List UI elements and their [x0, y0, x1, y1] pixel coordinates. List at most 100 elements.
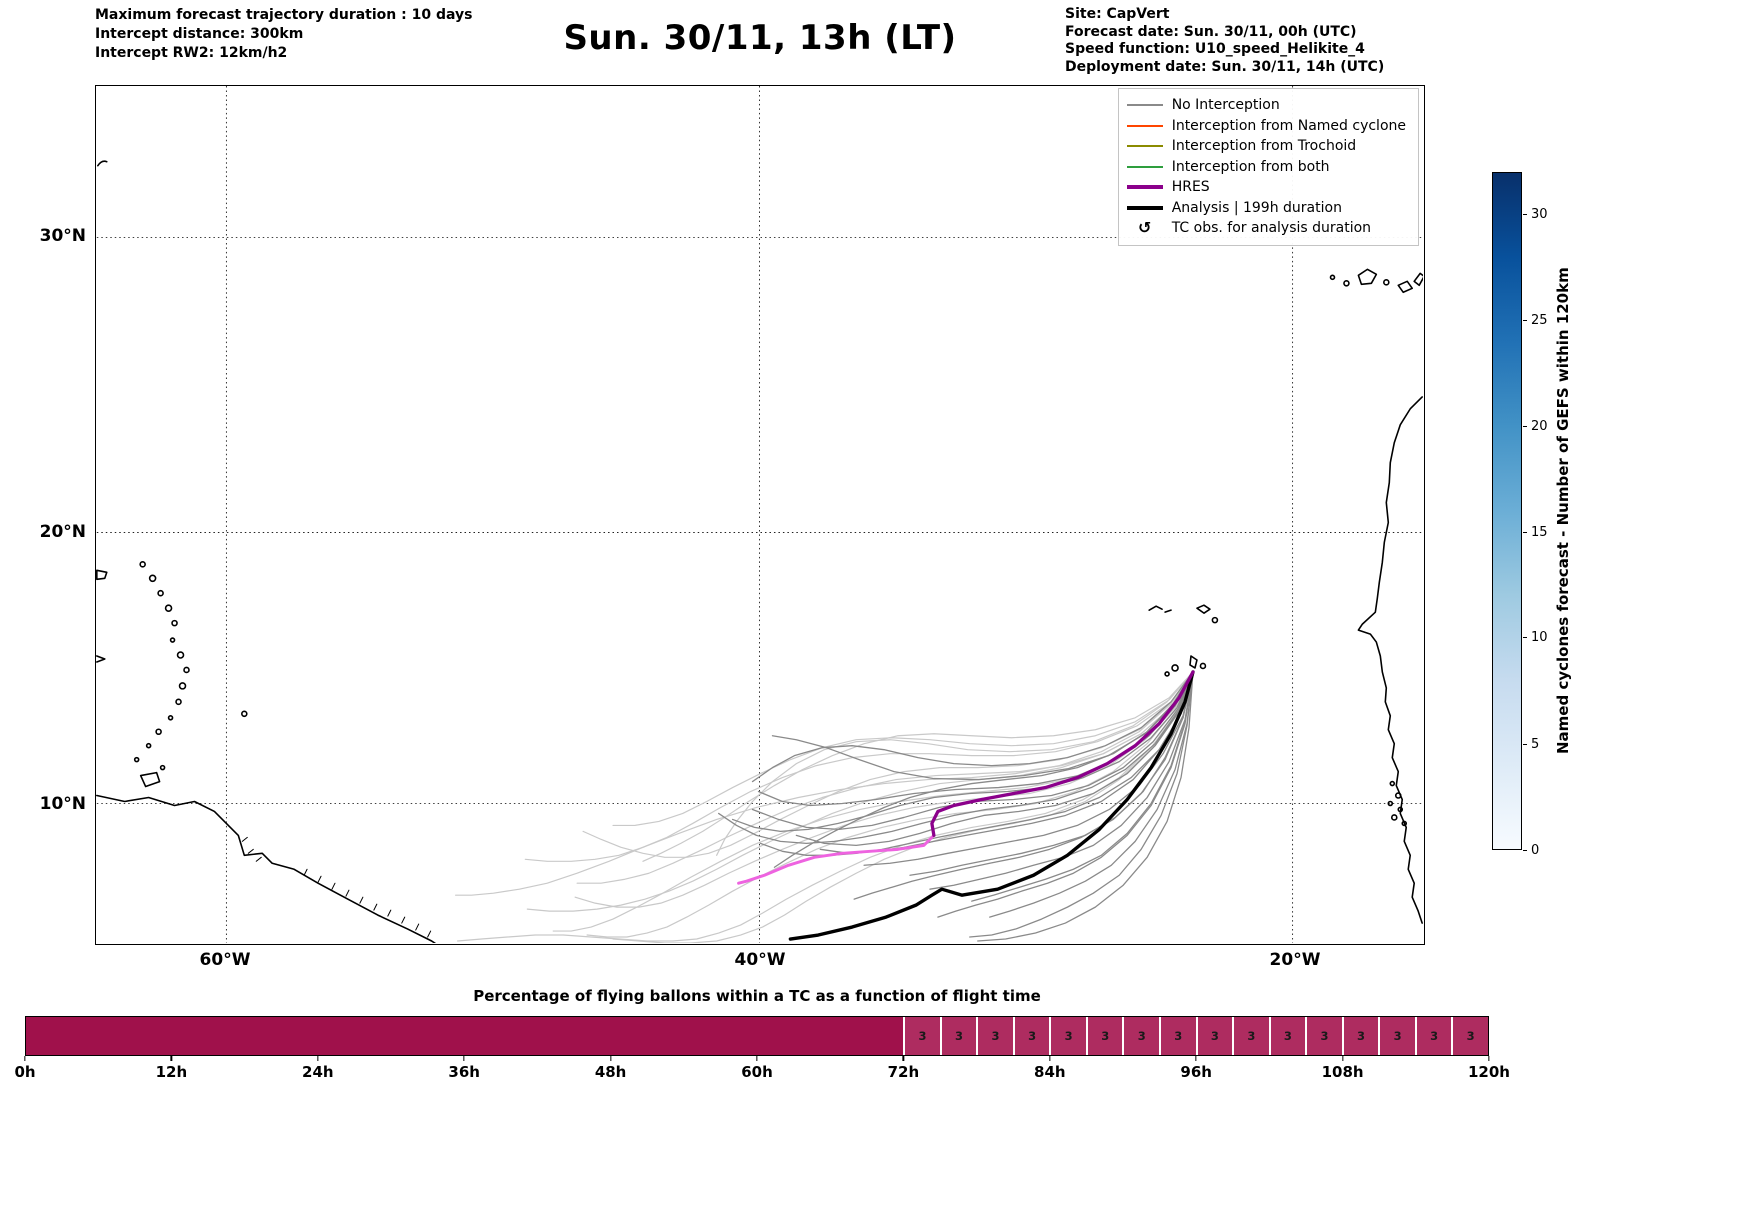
- colorbar-tick-label: 15: [1531, 524, 1548, 540]
- trajectory-no-interception-old: [716, 671, 1194, 856]
- hres-track: [930, 670, 1195, 838]
- axis-tick-label: 84h: [1034, 1063, 1066, 1081]
- colorbar-tick-label: 0: [1531, 842, 1540, 858]
- trajectory-no-interception: [773, 671, 1194, 868]
- bar-segment: 3: [1416, 1017, 1452, 1055]
- trajectory-no-interception-old: [612, 671, 1194, 827]
- bar-segment: 3: [941, 1017, 977, 1055]
- legend-item-list: No Interception Interception from Named c…: [1126, 95, 1406, 239]
- legend-item: Interception from both: [1126, 157, 1406, 178]
- axis-tick-label: 108h: [1321, 1063, 1364, 1081]
- axis-tick-label: 60h: [741, 1063, 773, 1081]
- bar-segment-value: 3: [991, 1029, 1000, 1043]
- legend-line-swatch: [1126, 205, 1163, 210]
- page-title: Sun. 30/11, 13h (LT): [563, 18, 957, 58]
- map-panel: No Interception Interception from Named c…: [95, 85, 1425, 945]
- colorbar-label: Named cyclones forecast - Number of GEFS…: [1554, 267, 1572, 755]
- lon-tick-label: 60°W: [199, 950, 251, 970]
- deployment-date: Deployment date: Sun. 30/11, 14h (UTC): [1065, 58, 1385, 75]
- bar-segment: 3: [1234, 1017, 1269, 1055]
- axis-tick-mark: [1341, 1056, 1344, 1061]
- colorbar-tick-mark: [1523, 213, 1527, 215]
- trajectory-no-interception: [977, 671, 1194, 942]
- colorbar: [1492, 172, 1522, 850]
- flight-time-axis: 0h 12h 24h 36h 48h 60h 72h 84h 96h 108h 120h: [14, 1056, 1510, 1090]
- legend-line-swatch: [1126, 104, 1163, 107]
- legend-item: ↺ TC obs. for analysis duration: [1127, 218, 1406, 239]
- param-intercept-distance: Intercept distance: 300km: [95, 26, 304, 42]
- bar-segment: 3: [1161, 1017, 1196, 1055]
- colorbar-tick-label: 5: [1531, 736, 1540, 752]
- bar-segment-value: 3: [1064, 1029, 1073, 1043]
- legend-item-label: TC obs. for analysis duration: [1171, 220, 1372, 237]
- map-canvas: [96, 86, 1423, 943]
- bar-segment-value: 3: [1101, 1029, 1110, 1043]
- bar-segment: 3: [1343, 1017, 1379, 1055]
- coastlines: [96, 160, 1423, 943]
- legend-item-label: Interception from both: [1171, 158, 1330, 175]
- trajectory-no-interception: [969, 671, 1194, 938]
- axis-tick-label: 0h: [14, 1063, 36, 1081]
- axis-tick-mark: [609, 1056, 612, 1061]
- axis-tick-label: 12h: [155, 1063, 188, 1081]
- bar-segment: 3: [1197, 1017, 1233, 1055]
- bar-segment: 3: [1124, 1017, 1160, 1055]
- legend-line-swatch: [1126, 145, 1163, 148]
- legend-item: HRES: [1126, 177, 1406, 198]
- legend-item: Analysis | 199h duration: [1126, 198, 1406, 219]
- axis-tick-mark: [1195, 1056, 1197, 1061]
- lat-tick-label: 10°N: [39, 794, 86, 814]
- site-info: Site: CapVert Forecast date: Sun. 30/11,…: [1065, 6, 1384, 76]
- lat-tick-label: 20°N: [39, 522, 86, 542]
- trajectory-no-interception: [717, 671, 1194, 844]
- lon-tick-label: 20°W: [1269, 950, 1321, 970]
- trajectory-no-interception: [909, 671, 1194, 876]
- trajectory-no-interception: [937, 671, 1194, 918]
- trajectory-no-interception-old: [456, 671, 1194, 942]
- axis-tick-label: 96h: [1180, 1063, 1212, 1081]
- axis-tick-mark: [902, 1056, 905, 1061]
- legend-line-sample: [1126, 185, 1163, 190]
- forecast-parameters: Maximum forecast trajectory duration : 1…: [95, 6, 472, 63]
- colorbar-tick-mark: [1523, 743, 1527, 745]
- colorbar-tick: 25: [1523, 312, 1548, 328]
- colorbar-tick: 30: [1523, 206, 1548, 222]
- colorbar-tick-mark: [1523, 637, 1527, 639]
- bar-segment: 3: [978, 1017, 1013, 1055]
- coast-hatches: [241, 836, 432, 938]
- trajectory-no-interception: [853, 671, 1194, 900]
- trajectory-no-interception: [731, 671, 1194, 833]
- hres-track-tail: [737, 833, 936, 885]
- bar-segment-value: 3: [1028, 1029, 1037, 1043]
- legend-line-sample: [1126, 124, 1163, 127]
- legend-item: Interception from Trochoid: [1126, 136, 1406, 157]
- trajectory-no-interception-old: [642, 671, 1194, 862]
- trajectory-no-interception: [929, 671, 1194, 890]
- param-max-duration: Maximum forecast trajectory duration : 1…: [95, 7, 473, 23]
- longitude-axis: 60°W 40°W 20°W: [95, 950, 1425, 976]
- trajectories: [454, 670, 1195, 943]
- flight-time-bar: 3 3 3 3 3 3 3 3 3 3 3 3 3 3 3 3: [25, 1016, 1489, 1056]
- trajectory-no-interception: [989, 671, 1194, 918]
- map-legend: No Interception Interception from Named c…: [1117, 88, 1419, 246]
- islands-guinea: [1387, 780, 1408, 827]
- islands-cape-verde: [1148, 604, 1219, 677]
- legend-item-label: Analysis | 199h duration: [1171, 199, 1342, 216]
- bar-segment-value: 3: [1283, 1029, 1292, 1043]
- bar-segment-value: 3: [1174, 1029, 1183, 1043]
- lat-tick-label: 30°N: [39, 226, 86, 246]
- coastline-south-america: [96, 794, 437, 943]
- lon-tick-label: 40°W: [734, 950, 786, 970]
- latitude-axis: 30°N 20°N 10°N: [14, 85, 86, 945]
- island-trinidad: [139, 771, 161, 788]
- axis-tick-mark: [24, 1056, 26, 1061]
- legend-line-swatch: [1126, 124, 1163, 127]
- bottom-chart-title: Percentage of flying ballons within a TC…: [473, 987, 1041, 1005]
- bar-segment: 3: [1051, 1017, 1086, 1055]
- bar-solid-region: [26, 1017, 904, 1055]
- axis-tick-mark: [1488, 1056, 1490, 1061]
- bar-segment-value: 3: [1137, 1029, 1146, 1043]
- colorbar-tick: 10: [1523, 630, 1548, 646]
- bar-segment: 3: [905, 1017, 940, 1055]
- colorbar-tick-label: 25: [1531, 312, 1548, 328]
